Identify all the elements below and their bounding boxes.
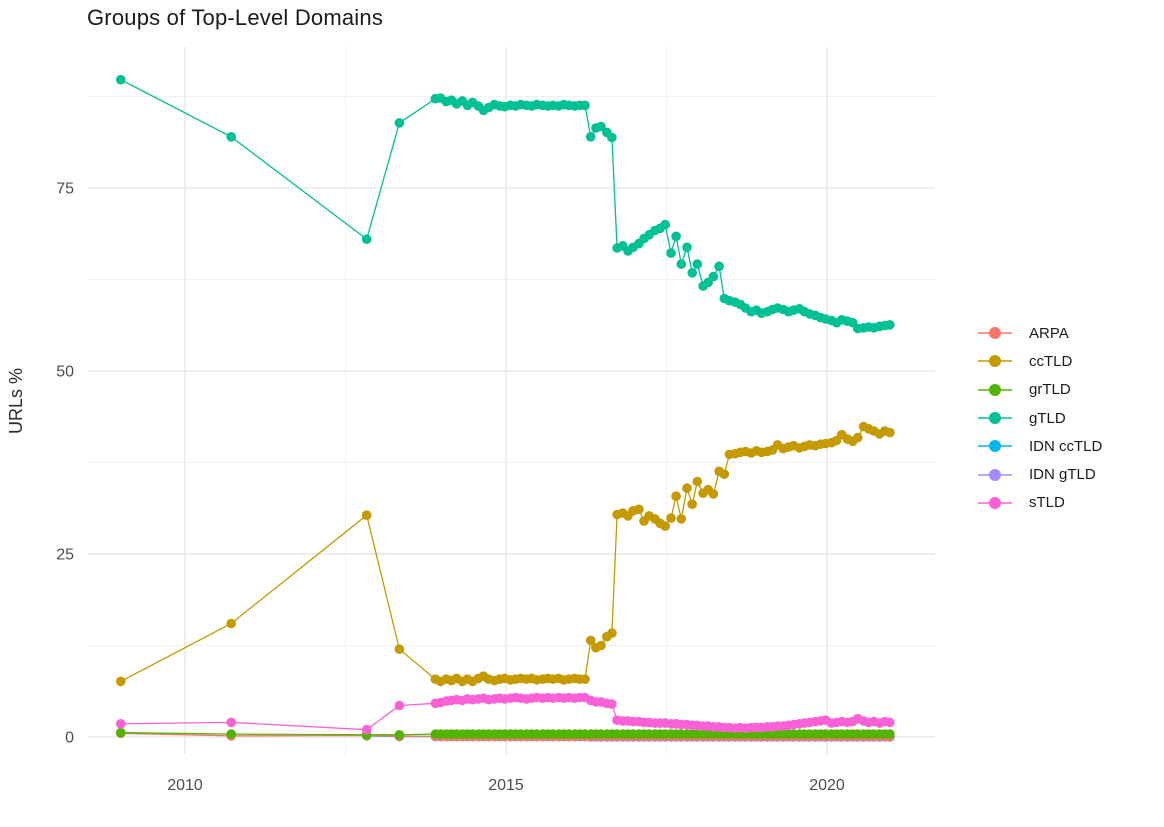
data-point: [660, 219, 670, 230]
legend-label: sTLD: [1029, 494, 1065, 512]
y-axis-tick-label: 0: [65, 730, 74, 747]
y-axis-tick-label: 25: [56, 547, 74, 564]
data-point: [660, 521, 670, 531]
data-point: [671, 491, 681, 502]
legend-label: ccTLD: [1029, 352, 1073, 370]
data-point: [714, 261, 724, 272]
data-point: [885, 320, 895, 330]
legend: ARPA ccTLD grTLD gTLD IDN ccTLD IDN gTLD sTLD: [978, 319, 1102, 517]
data-point: [394, 644, 405, 654]
data-point: [596, 640, 606, 651]
legend-item-idn-gtld: IDN gTLD: [978, 460, 1102, 488]
legend-label: ARPA: [1029, 324, 1069, 342]
data-point: [361, 234, 372, 244]
legend-key-icon: [978, 355, 1012, 368]
data-point: [116, 676, 126, 687]
data-point: [676, 259, 687, 269]
data-point: [671, 231, 681, 242]
data-point: [687, 499, 697, 510]
data-point: [607, 628, 617, 638]
legend-key-icon: [978, 383, 1012, 396]
legend-label: IDN ccTLD: [1029, 437, 1103, 455]
legend-item-cctld: ccTLD: [978, 347, 1102, 375]
data-point: [596, 121, 606, 132]
data-point: [885, 717, 895, 728]
data-point: [226, 729, 236, 739]
data-point: [885, 729, 895, 739]
data-point: [885, 427, 895, 438]
series-gtld: [116, 74, 895, 334]
data-point: [226, 132, 236, 142]
gridlines: [88, 47, 935, 755]
data-point: [394, 700, 405, 711]
data-point: [666, 513, 676, 523]
data-point: [116, 74, 126, 85]
y-axis-tick-label: 50: [56, 364, 74, 381]
data-point: [394, 730, 405, 740]
data-point: [708, 271, 719, 282]
data-point: [116, 727, 126, 738]
series-cctld: [116, 421, 895, 687]
series-grtld: [116, 727, 895, 740]
data-point: [226, 618, 236, 629]
legend-label: grTLD: [1029, 381, 1071, 399]
data-point: [682, 483, 692, 493]
legend-item-idn-cctld: IDN ccTLD: [978, 432, 1102, 460]
legend-label: gTLD: [1029, 409, 1066, 427]
data-point: [708, 489, 719, 499]
data-point: [361, 724, 372, 735]
data-point: [585, 132, 596, 142]
axis-tick-labels: 0 25 50 75 2010 2015 2020: [56, 181, 845, 795]
y-axis-title: URLs %: [6, 368, 26, 434]
data-point: [692, 259, 703, 269]
data-point: [687, 268, 697, 278]
data-point: [719, 469, 730, 480]
data-point: [682, 242, 692, 253]
data-point: [607, 699, 617, 709]
legend-key-icon: [978, 468, 1012, 481]
x-axis-tick-label: 2015: [488, 777, 524, 794]
data-point: [676, 514, 687, 524]
legend-item-grtld: grTLD: [978, 376, 1102, 404]
data-point: [361, 510, 372, 520]
legend-label: IDN gTLD: [1029, 466, 1096, 484]
data-series: [116, 74, 895, 742]
legend-item-arpa: ARPA: [978, 319, 1102, 347]
data-point: [226, 717, 236, 728]
legend-key-icon: [978, 412, 1012, 425]
series-stld: [116, 692, 895, 735]
legend-item-gtld: gTLD: [978, 404, 1102, 432]
data-point: [580, 674, 590, 684]
x-axis-tick-label: 2020: [809, 777, 845, 794]
data-point: [666, 248, 676, 258]
legend-item-stld: sTLD: [978, 489, 1102, 517]
legend-key-icon: [978, 440, 1012, 453]
data-point: [607, 132, 617, 143]
data-point: [116, 719, 126, 729]
data-point: [585, 635, 596, 646]
data-point: [692, 476, 703, 487]
data-point: [580, 100, 590, 111]
data-point: [394, 118, 405, 128]
data-point: [634, 504, 644, 515]
data-point: [853, 432, 863, 443]
legend-key-icon: [978, 327, 1012, 340]
legend-key-icon: [978, 496, 1012, 509]
y-axis-tick-label: 75: [56, 181, 74, 198]
chart-title: Groups of Top-Level Domains: [87, 5, 384, 30]
x-axis-tick-label: 2010: [167, 777, 203, 794]
